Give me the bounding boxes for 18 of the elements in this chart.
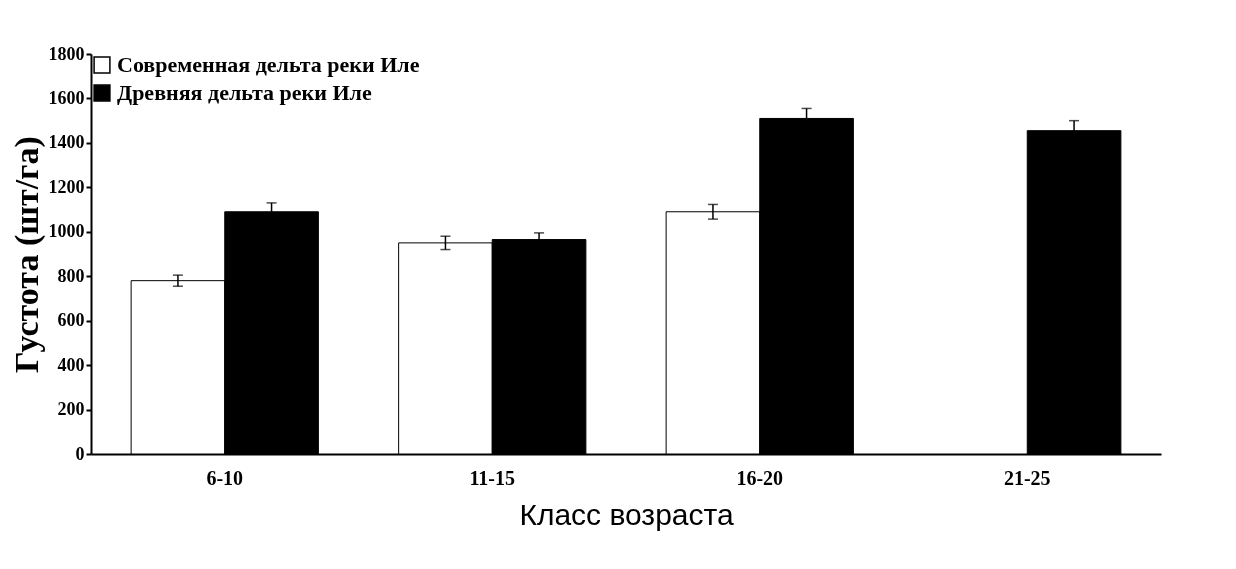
legend-label: Древняя дельта реки Иле <box>117 80 372 105</box>
y-tick-label: 400 <box>57 354 85 375</box>
legend-label: Современная дельта реки Иле <box>117 52 420 77</box>
y-tick-label: 1800 <box>48 43 85 64</box>
y-tick-label: 1400 <box>48 132 85 153</box>
y-tick-label: 0 <box>75 443 85 464</box>
x-tick-label: 16-20 <box>736 466 784 489</box>
x-tick-label: 6-10 <box>206 466 244 489</box>
y-tick-label: 1600 <box>48 87 85 108</box>
y-tick-label: 1000 <box>48 221 85 242</box>
y-tick-label: 800 <box>57 265 85 286</box>
x-tick-label: 21-25 <box>1003 466 1051 489</box>
x-axis-title: Класс возраста <box>519 497 734 531</box>
y-tick-label: 200 <box>57 399 85 420</box>
y-axis-title: Густота (шт/га) <box>7 136 46 373</box>
x-tick-label: 11-15 <box>469 466 516 489</box>
y-tick-label: 600 <box>57 310 85 331</box>
y-tick-label: 1200 <box>48 176 85 197</box>
